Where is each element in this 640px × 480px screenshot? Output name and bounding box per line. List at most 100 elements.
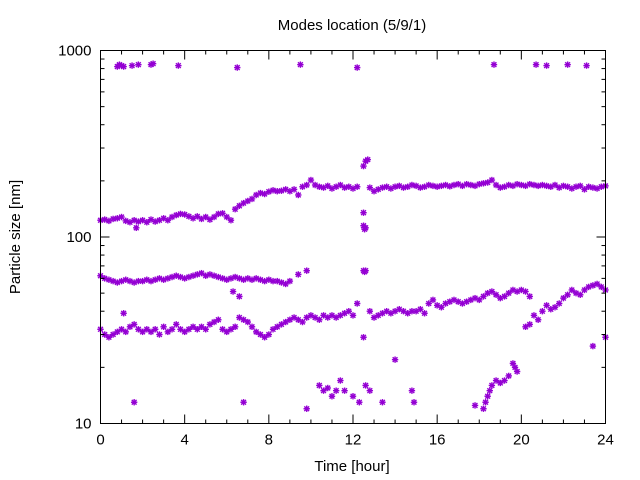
data-point (244, 318, 251, 326)
data-point (568, 286, 576, 294)
data-point (202, 326, 209, 333)
x-tick-label: 8 (265, 432, 273, 449)
x-tick-label: 4 (180, 432, 188, 449)
data-point (168, 326, 176, 333)
data-point (505, 372, 512, 380)
data-point (227, 275, 235, 282)
data-point (505, 181, 512, 189)
data-point (156, 331, 163, 338)
data-point (105, 334, 113, 341)
x-tick-label: 20 (513, 432, 530, 449)
data-point (505, 289, 512, 297)
data-point (324, 384, 331, 392)
data-point (248, 195, 256, 203)
data-point (488, 382, 496, 389)
data-point (227, 217, 235, 224)
data-point (316, 316, 323, 323)
x-axis-label: Time [hour] (314, 458, 389, 475)
data-point (345, 308, 352, 315)
x-tick-labels: 0 4 8 12 16 20 24 (96, 432, 614, 449)
data-point (354, 64, 361, 71)
data-point (534, 182, 542, 190)
data-point (147, 277, 155, 285)
data-point (513, 368, 521, 375)
data-point (360, 334, 367, 341)
data-point (589, 342, 597, 350)
data-point (261, 334, 268, 341)
data-point (391, 183, 399, 190)
data-point (139, 328, 146, 336)
data-point (265, 331, 273, 338)
data-point (341, 184, 348, 191)
data-point (118, 326, 125, 333)
data-point (236, 293, 243, 300)
data-point (149, 60, 157, 67)
data-point (122, 328, 129, 336)
data-point (471, 402, 479, 409)
data-point (486, 387, 493, 394)
data-point (534, 316, 542, 323)
data-point (128, 62, 136, 69)
data-point (476, 296, 483, 304)
data-point (530, 181, 538, 189)
y-tick-labels: 10 100 1000 (58, 43, 91, 433)
data-point (332, 387, 340, 394)
data-point (135, 61, 142, 68)
data-point (467, 181, 475, 189)
data-point (316, 183, 323, 190)
data-point (480, 180, 487, 187)
data-point (593, 280, 601, 288)
y-tick-label: 10 (75, 416, 92, 433)
data-point (147, 328, 155, 336)
data-point (539, 308, 546, 315)
data-point (316, 382, 323, 389)
data-point (598, 183, 605, 190)
data-point (585, 283, 592, 291)
data-point (366, 308, 374, 315)
data-point (295, 271, 302, 278)
data-point (417, 184, 424, 191)
data-point (572, 183, 580, 190)
x-tick-label: 12 (345, 432, 362, 449)
data-point (297, 61, 304, 68)
data-point (248, 323, 256, 330)
data-point (408, 181, 416, 189)
data-point (513, 180, 521, 188)
data-point (589, 184, 597, 191)
data-point (130, 279, 138, 286)
data-point (564, 61, 571, 68)
data-point (133, 224, 140, 232)
data-point (130, 399, 138, 406)
data-point (303, 405, 310, 412)
data-point (177, 326, 184, 333)
data-point (362, 267, 369, 274)
data-point (476, 180, 483, 188)
y-tick-label: 100 (66, 229, 91, 246)
data-point (429, 296, 437, 304)
data-point (417, 306, 424, 313)
plot-frame (100, 50, 606, 424)
data-point (274, 323, 281, 330)
data-point (282, 280, 289, 288)
data-point (328, 393, 336, 400)
data-point (429, 182, 437, 190)
data-point (551, 304, 559, 311)
data-point (257, 331, 264, 338)
data-point (240, 399, 247, 406)
data-point (480, 405, 487, 412)
data-point (480, 293, 487, 300)
data-point (290, 186, 298, 193)
data-point (135, 277, 142, 285)
x-tick-label: 24 (597, 432, 614, 449)
data-point (482, 399, 489, 406)
data-point (362, 224, 369, 232)
data-point (484, 393, 491, 400)
data-point (526, 321, 533, 328)
data-point (152, 276, 159, 283)
axis-ticks (100, 50, 606, 424)
data-point (433, 183, 441, 190)
data-point (120, 310, 127, 317)
data-point (543, 302, 550, 309)
data-point (269, 277, 277, 285)
data-point (526, 293, 533, 300)
